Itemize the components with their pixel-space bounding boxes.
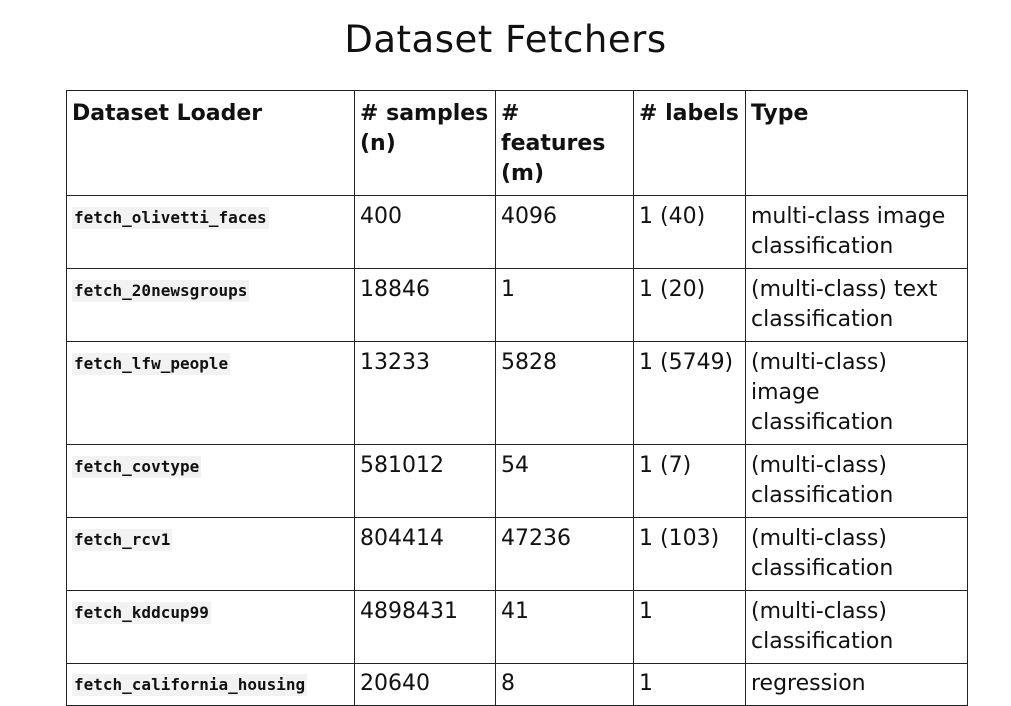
features-cell: 1: [495, 268, 634, 342]
labels-cell: 1: [633, 590, 746, 664]
features-cell: 41: [495, 590, 634, 664]
loader-cell: fetch_california_housing: [66, 663, 355, 706]
loader-code: fetch_kddcup99: [72, 602, 211, 624]
features-cell: 54: [495, 444, 634, 518]
features-cell: 47236: [495, 517, 634, 591]
table-row: fetch_california_housing 20640 8 1 regre…: [66, 663, 968, 706]
table-row: fetch_covtype 581012 54 1 (7) (multi-cla…: [66, 444, 968, 518]
type-cell: (multi-class) classification: [745, 590, 968, 664]
loader-cell: fetch_20newsgroups: [66, 268, 355, 342]
header-type: Type: [745, 90, 968, 196]
labels-cell: 1 (7): [633, 444, 746, 518]
loader-code: fetch_20newsgroups: [72, 280, 250, 302]
loader-cell: fetch_rcv1: [66, 517, 355, 591]
loader-code: fetch_covtype: [72, 456, 202, 478]
labels-cell: 1: [633, 663, 746, 706]
samples-cell: 581012: [354, 444, 496, 518]
labels-cell: 1 (40): [633, 195, 746, 269]
type-cell: (multi-class) image classification: [745, 341, 968, 445]
loader-code: fetch_california_housing: [72, 674, 308, 696]
samples-cell: 4898431: [354, 590, 496, 664]
loader-code: fetch_olivetti_faces: [72, 207, 269, 229]
labels-cell: 1 (5749): [633, 341, 746, 445]
table-row: fetch_20newsgroups 18846 1 1 (20) (multi…: [66, 268, 968, 342]
samples-cell: 13233: [354, 341, 496, 445]
type-cell: (multi-class) classification: [745, 517, 968, 591]
loader-cell: fetch_lfw_people: [66, 341, 355, 445]
loader-cell: fetch_kddcup99: [66, 590, 355, 664]
features-cell: 5828: [495, 341, 634, 445]
dataset-table: Dataset Loader # samples (n) # features …: [66, 90, 968, 706]
table-row: fetch_lfw_people 13233 5828 1 (5749) (mu…: [66, 341, 968, 445]
type-cell: multi-class image classification: [745, 195, 968, 269]
labels-cell: 1 (20): [633, 268, 746, 342]
samples-cell: 20640: [354, 663, 496, 706]
type-cell: (multi-class) classification: [745, 444, 968, 518]
table-row: fetch_kddcup99 4898431 41 1 (multi-class…: [66, 590, 968, 664]
samples-cell: 18846: [354, 268, 496, 342]
table-row: fetch_rcv1 804414 47236 1 (103) (multi-c…: [66, 517, 968, 591]
page-title: Dataset Fetchers: [344, 18, 667, 61]
header-dataset-loader: Dataset Loader: [66, 90, 355, 196]
header-samples: # samples (n): [354, 90, 496, 196]
loader-code: fetch_rcv1: [72, 529, 173, 551]
header-features: # features (m): [495, 90, 634, 196]
loader-code: fetch_lfw_people: [72, 353, 231, 375]
samples-cell: 400: [354, 195, 496, 269]
features-cell: 4096: [495, 195, 634, 269]
type-cell: regression: [745, 663, 968, 706]
header-labels: # labels: [633, 90, 746, 196]
samples-cell: 804414: [354, 517, 496, 591]
header-row: Dataset Loader # samples (n) # features …: [66, 90, 968, 196]
features-cell: 8: [495, 663, 634, 706]
loader-cell: fetch_olivetti_faces: [66, 195, 355, 269]
labels-cell: 1 (103): [633, 517, 746, 591]
table-row: fetch_olivetti_faces 400 4096 1 (40) mul…: [66, 195, 968, 269]
type-cell: (multi-class) text classification: [745, 268, 968, 342]
loader-cell: fetch_covtype: [66, 444, 355, 518]
